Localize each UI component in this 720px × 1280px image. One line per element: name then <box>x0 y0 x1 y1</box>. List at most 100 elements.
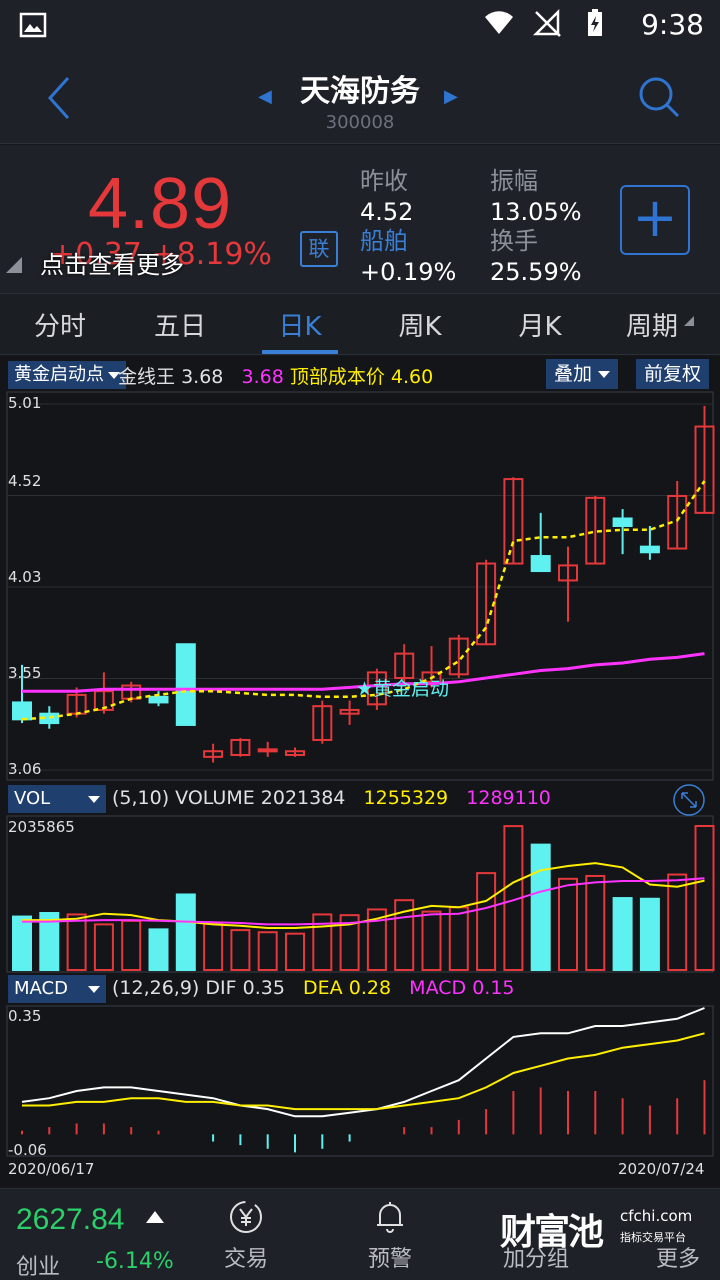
stock-header: ◀ 天海防务 300008 ▶ <box>0 52 720 144</box>
volume-bar <box>285 932 305 971</box>
nav-alert-label: 预警 <box>367 1247 412 1272</box>
corner-triangle-icon <box>6 257 22 273</box>
candle-body <box>230 738 251 756</box>
nav-add-group-label: 加分组 <box>502 1247 569 1272</box>
volume-bar <box>639 897 660 971</box>
index-value[interactable]: 2627.84 <box>16 1203 125 1236</box>
candle-body <box>175 643 196 726</box>
tab-intraday[interactable]: 分时 <box>33 312 86 342</box>
overlay-button[interactable]: 叠加 <box>546 359 619 389</box>
legend-jxw-value: 3.68 <box>181 366 224 388</box>
legend-purple-value: 3.68 <box>241 366 284 388</box>
volume-bar <box>93 923 114 971</box>
date-start: 2020/06/17 <box>8 1160 95 1178</box>
volume-bar <box>121 919 142 972</box>
search-icon[interactable] <box>636 74 682 120</box>
candle-body <box>339 708 360 715</box>
wifi-icon <box>485 11 513 35</box>
nav-more[interactable]: 更多 <box>628 1197 720 1273</box>
period-caret-icon <box>684 316 694 326</box>
nav-trade-label: 交易 <box>223 1247 268 1272</box>
volume-bar <box>421 910 442 972</box>
vol-select[interactable]: VOL <box>8 785 106 813</box>
chart-area[interactable]: 黄金启动点 金线王 3.68 3.68 顶部成本价 4.60 叠加 前复权 5.… <box>0 356 720 1186</box>
purple-cost-line <box>22 652 705 693</box>
tab-weekly-k[interactable]: 周K <box>398 312 442 342</box>
volume-bar <box>257 931 278 972</box>
index-name: 创业 <box>16 1255 61 1280</box>
y-tick-1: 5.01 <box>8 394 42 412</box>
candle-body <box>366 671 387 706</box>
volume-bar <box>448 906 469 972</box>
volume-bar <box>667 873 688 971</box>
index-expand-icon[interactable] <box>146 1211 164 1223</box>
nav-alert[interactable]: 预警 <box>340 1197 440 1273</box>
sector-label[interactable]: 船舶 <box>360 227 408 255</box>
volume-bar <box>612 897 633 972</box>
quote-panel: 4.89 +0.37 +8.19% 点击查看更多 联 昨收 4.52 船舶 +0… <box>0 145 720 293</box>
watermark-site: cfchi.com <box>620 1207 693 1225</box>
stock-name: 天海防务 <box>300 74 420 109</box>
stock-code: 300008 <box>325 112 395 133</box>
candle-body <box>558 564 578 582</box>
nav-add-group[interactable]: 加分组 <box>486 1197 586 1273</box>
amplitude-value: 13.05% <box>490 198 582 226</box>
volume-bar <box>530 843 551 971</box>
volume-bar <box>148 928 169 972</box>
nav-trade[interactable]: 交易 <box>196 1197 296 1273</box>
bottom-bar: 2627.84 创业 -6.14% 交易 预警 加分组 更多 财富池 cfchi… <box>0 1188 720 1280</box>
candle-body <box>639 545 660 554</box>
prev-close-label: 昨收 <box>360 167 408 195</box>
add-watchlist-button[interactable]: + <box>620 185 690 255</box>
indicator-select[interactable]: 黄金启动点 <box>8 361 126 389</box>
macd-select[interactable]: MACD <box>8 975 106 1003</box>
vol-legend: (5,10) VOLUME 2021384 1255329 1289110 <box>112 787 551 809</box>
next-stock-button[interactable]: ▶ <box>444 86 458 107</box>
vol-legend-ma5: 1255329 <box>363 787 449 809</box>
tab-five-day[interactable]: 五日 <box>153 312 206 342</box>
candle-body <box>148 695 169 704</box>
volume-bar <box>230 929 251 972</box>
vol-legend-ma10: 1289110 <box>466 787 551 809</box>
macd-legend-macd-label: MACD <box>409 977 467 999</box>
tab-period[interactable]: 周期 <box>625 312 678 342</box>
prev-close-value: 4.52 <box>360 198 414 226</box>
golden-start-annotation: ★黄金启动 <box>356 678 450 700</box>
expand-icon[interactable] <box>672 783 706 817</box>
status-bar: 9:38 <box>0 0 720 52</box>
legend-top-value: 4.60 <box>390 366 434 388</box>
candle-body <box>612 517 633 528</box>
macd-legend-dea: 0.28 <box>348 977 392 999</box>
back-button[interactable] <box>40 74 80 122</box>
linked-badge[interactable]: 联 <box>300 231 338 267</box>
volume-ma10-line <box>22 877 705 926</box>
vol-legend-volume: 2021384 <box>260 787 346 809</box>
candle-body <box>503 478 524 565</box>
tap-more-link[interactable]: 点击查看更多 <box>40 251 184 279</box>
period-tabs: 分时 五日 日K 周K 月K 周期 <box>0 293 720 355</box>
volume-bar <box>12 915 32 972</box>
kline-chart[interactable] <box>0 356 720 1186</box>
panel-frame <box>6 1005 714 1157</box>
legend-top-label: 顶部成本价 <box>289 366 385 388</box>
turnover-label: 换手 <box>490 227 538 255</box>
candle-body <box>530 555 551 573</box>
yen-coin-icon <box>230 1201 262 1233</box>
y-tick-2: 4.52 <box>8 472 42 490</box>
candle-body <box>448 637 469 676</box>
volume-bar <box>476 872 497 972</box>
price-adjust-button[interactable]: 前复权 <box>636 359 710 389</box>
stock-title: 天海防务 300008 <box>0 66 720 133</box>
macd-legend: (12,26,9) DIF 0.35 DEA 0.28 MACD 0.15 <box>112 977 515 999</box>
amplitude-stat: 振幅 13.05% <box>490 161 582 226</box>
volume-bar <box>339 914 360 971</box>
active-tab-indicator <box>262 350 338 354</box>
tab-daily-k[interactable]: 日K <box>278 312 322 342</box>
turnover-value: 25.59% <box>490 258 582 286</box>
sector-stat[interactable]: 船舶 +0.19% <box>360 221 456 286</box>
volume-bar <box>175 893 196 971</box>
prev-stock-button[interactable]: ◀ <box>258 86 272 107</box>
tab-monthly-k[interactable]: 月K <box>518 312 562 342</box>
vol-legend-params: (5,10) VOLUME <box>112 787 255 809</box>
volume-bar <box>312 913 333 971</box>
